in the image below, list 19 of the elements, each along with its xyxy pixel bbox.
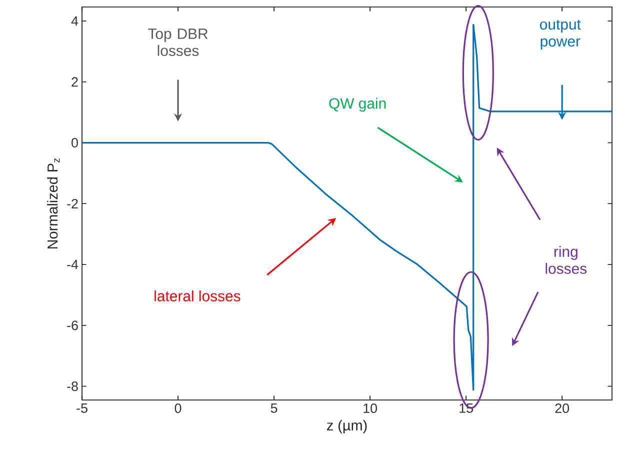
annotation: QW gain [329, 98, 386, 112]
annotation: output power [540, 20, 581, 50]
y-tick-label: 2 [72, 77, 78, 87]
x-tick-label: 0 [174, 404, 182, 414]
x-axis-title: z (µm) [326, 420, 367, 434]
y-tick-label: 0 [72, 138, 78, 148]
y-tick-label: -4 [67, 260, 78, 270]
y-tick-label: 4 [71, 16, 78, 26]
annotation: lateral losses [154, 290, 240, 302]
y-tick-label: -2 [67, 198, 78, 208]
annotation: Top DBR losses [148, 28, 208, 56]
y-axis-title: Normalized P$_{z}$ [47, 158, 60, 248]
x-tick-label: 5 [270, 404, 278, 413]
annotation: ring losses [546, 246, 587, 274]
x-tick-label: 20 [555, 404, 570, 414]
x-tick-label: -5 [76, 404, 88, 413]
y-tick-label: -6 [67, 320, 78, 330]
y-tick-label: -8 [67, 382, 78, 392]
x-tick-label: 10 [364, 404, 378, 414]
